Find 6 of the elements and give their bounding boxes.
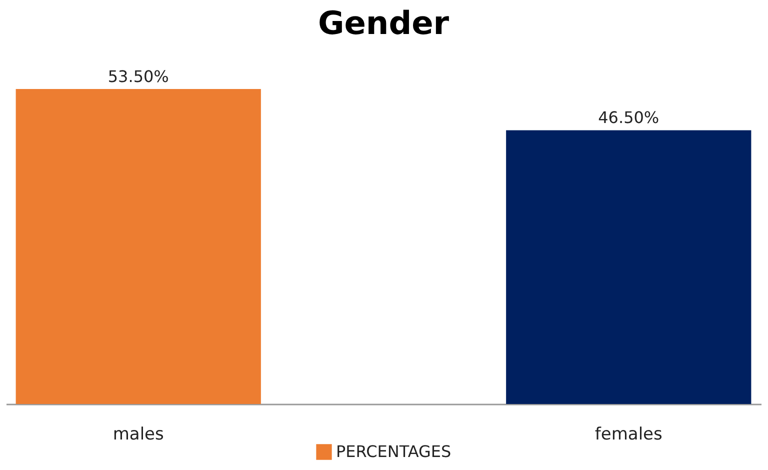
legend-label: PERCENTAGES	[336, 442, 452, 461]
x-tick-label: females	[594, 424, 662, 444]
x-tick-label: males	[112, 424, 164, 444]
data-label: 46.50%	[598, 108, 660, 128]
chart-title: Gender	[318, 4, 450, 42]
data-label: 53.50%	[108, 67, 169, 86]
